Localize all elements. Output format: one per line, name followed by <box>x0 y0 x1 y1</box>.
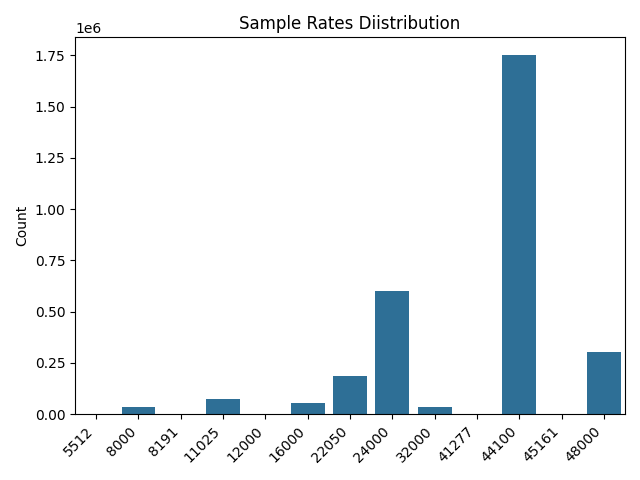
Bar <box>418 407 452 414</box>
Bar <box>122 407 156 414</box>
Y-axis label: Count: Count <box>15 205 29 246</box>
Bar <box>587 352 621 414</box>
Title: Sample Rates Diistribution: Sample Rates Diistribution <box>239 15 461 33</box>
Bar <box>333 376 367 414</box>
Bar <box>206 399 240 414</box>
Bar <box>291 403 324 414</box>
Bar <box>502 55 536 414</box>
Bar <box>376 291 409 414</box>
